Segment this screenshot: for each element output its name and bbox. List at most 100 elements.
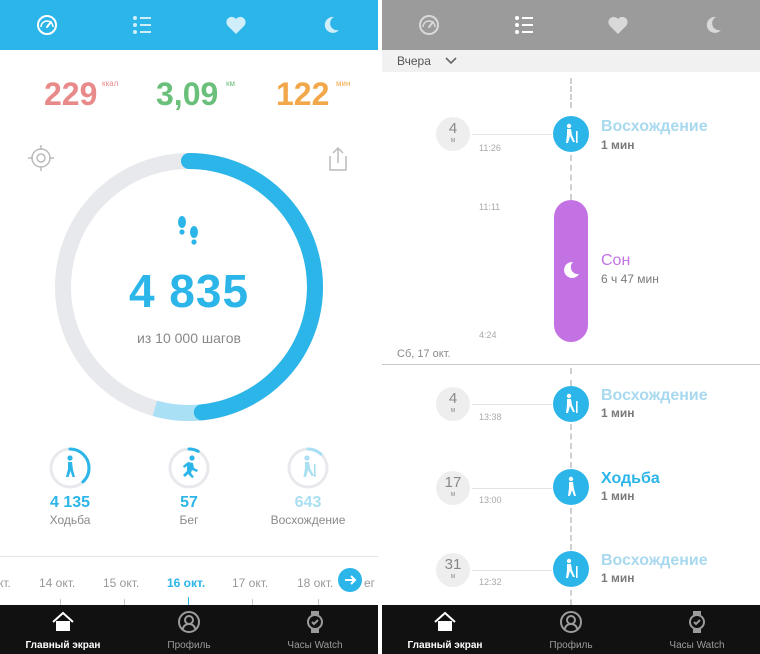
screen-divider — [378, 0, 382, 654]
running-steps: 57 — [180, 494, 198, 511]
tab-sleep[interactable] — [666, 0, 760, 50]
walking-icon — [66, 455, 75, 477]
tab-timeline[interactable] — [477, 0, 572, 50]
activity-climbing[interactable]: 643 Восхождение — [253, 446, 363, 527]
activity-running[interactable]: 57 Бег — [134, 446, 244, 527]
goal-target-icon[interactable] — [28, 145, 54, 171]
tab-dashboard[interactable] — [382, 0, 477, 50]
walking-label: Ходьба — [49, 513, 91, 527]
period-filter-label: Вчера — [397, 54, 431, 68]
period-filter[interactable]: Вчера — [382, 50, 760, 72]
running-progress-ring — [168, 447, 210, 489]
calories-value: 229 — [44, 76, 98, 112]
date-item[interactable]: 18 окт. — [297, 576, 334, 590]
watch-icon — [689, 611, 705, 633]
event-subtitle: 1 мин — [601, 489, 635, 503]
daily-stats: 229 ккал 3,09 км 122 мин — [0, 76, 378, 116]
date-item[interactable]: кт. — [0, 576, 11, 590]
date-item[interactable]: 17 окт. — [232, 576, 269, 590]
climbing-event-icon — [553, 386, 589, 422]
share-icon[interactable] — [329, 146, 347, 171]
date-item-selected[interactable]: 16 окт. — [167, 576, 206, 590]
next-date-button[interactable] — [338, 568, 362, 592]
bottom-tab-home[interactable]: Главный экран — [0, 605, 126, 654]
bottom-tab-watch[interactable]: Часы Watch — [252, 605, 378, 654]
profile-icon — [178, 611, 200, 633]
calories-unit: ккал — [102, 79, 119, 88]
bottom-tab-label: Часы Watch — [669, 640, 725, 651]
speedometer-icon — [419, 15, 440, 35]
timeline-spine — [570, 424, 572, 468]
timeline-list-icon — [514, 16, 533, 34]
duration-badge: 31 м — [436, 553, 470, 587]
calories-stat: 229 ккал — [44, 76, 118, 113]
bottom-tab-profile[interactable]: Профиль — [126, 605, 252, 654]
chevron-down-icon — [445, 57, 457, 65]
sleep-title: Сон — [601, 252, 631, 269]
date-scroller[interactable]: кт. 14 окт. 15 окт. 16 окт. 17 окт. 18 о… — [0, 556, 378, 605]
arrow-right-icon — [345, 575, 357, 585]
climbing-icon — [303, 455, 316, 477]
event-time: 11:26 — [479, 143, 501, 153]
climbing-event-icon — [553, 116, 589, 152]
event-title: Восхождение — [601, 387, 708, 404]
sleep-duration: 6 ч 47 мин — [601, 272, 659, 286]
event-subtitle: 1 мин — [601, 571, 635, 585]
bottom-tab-label: Часы Watch — [287, 640, 343, 651]
bottom-tab-home[interactable]: Главный экран — [382, 605, 508, 654]
bottom-tab-bar: Главный экран Профиль Часы Watch — [0, 605, 378, 654]
bottom-tab-bar: Главный экран Профиль Часы Watch — [382, 605, 760, 654]
timeline-spine — [570, 155, 572, 200]
date-item[interactable]: ег — [364, 576, 376, 590]
moon-icon — [564, 261, 579, 278]
sleep-start-time: 4:24 — [479, 330, 497, 340]
event-subtitle: 1 мин — [601, 406, 635, 420]
distance-stat: 3,09 км — [156, 76, 235, 113]
climbing-icon — [566, 123, 578, 143]
profile-icon — [560, 611, 582, 633]
home-icon — [52, 611, 74, 631]
minutes-stat: 122 мин — [276, 76, 350, 113]
event-time: 12:32 — [479, 577, 502, 587]
minutes-value: 122 — [276, 76, 330, 112]
running-icon — [183, 455, 198, 478]
timeline-list-icon — [132, 16, 151, 34]
duration-badge: 17 м — [436, 471, 470, 505]
timeline-spine — [570, 590, 572, 605]
climbing-progress-ring — [287, 447, 329, 489]
activity-walking[interactable]: 4 135 Ходьба — [15, 446, 125, 527]
sleep-end-time: 11:11 — [479, 202, 501, 212]
watch-icon — [307, 611, 323, 633]
moon-icon — [324, 16, 339, 33]
date-tick — [60, 599, 61, 605]
climbing-icon — [566, 558, 578, 578]
running-label: Бег — [179, 513, 199, 527]
moon-icon — [706, 16, 721, 33]
tab-dashboard[interactable] — [0, 0, 95, 50]
date-item[interactable]: 15 окт. — [103, 576, 140, 590]
timeline-spine — [570, 368, 572, 386]
tab-sleep[interactable] — [284, 0, 379, 50]
steps-ring: 4 835 из 10 000 шагов — [0, 0, 378, 440]
tab-heart[interactable] — [571, 0, 666, 50]
walking-progress-ring — [49, 447, 91, 489]
date-tick — [252, 599, 253, 605]
event-title: Восхождение — [601, 552, 708, 569]
bottom-tab-profile[interactable]: Профиль — [508, 605, 634, 654]
day-header: Сб, 17 окт. — [397, 348, 451, 360]
tab-timeline[interactable] — [95, 0, 190, 50]
tab-heart[interactable] — [189, 0, 284, 50]
steps-count: 4 835 — [128, 265, 250, 317]
footprints-icon — [178, 216, 198, 245]
bottom-tab-watch[interactable]: Часы Watch — [634, 605, 760, 654]
date-item[interactable]: 14 окт. — [39, 576, 76, 590]
sleep-bar — [554, 200, 588, 342]
event-title: Восхождение — [601, 118, 708, 135]
bottom-tab-label: Профиль — [549, 640, 593, 651]
steps-goal: из 10 000 шагов — [137, 330, 241, 346]
bottom-tab-label: Профиль — [167, 640, 211, 651]
timeline-spine — [570, 508, 572, 550]
walking-steps: 4 135 — [49, 494, 91, 511]
climbing-label: Восхождение — [270, 513, 346, 527]
